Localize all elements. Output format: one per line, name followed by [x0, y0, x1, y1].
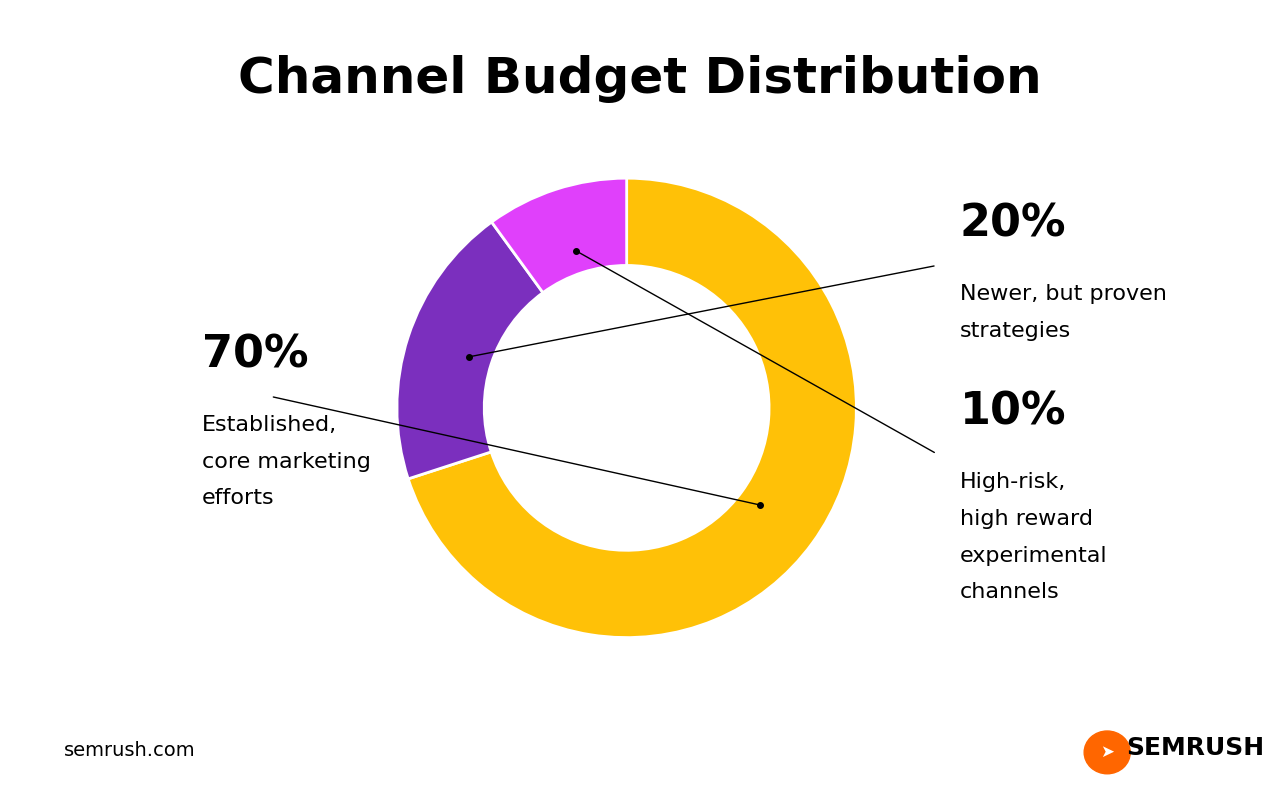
Text: Newer, but proven: Newer, but proven — [960, 284, 1166, 304]
Text: core marketing: core marketing — [202, 451, 371, 471]
Text: 70%: 70% — [202, 333, 308, 376]
Text: Established,: Established, — [202, 415, 337, 435]
Text: efforts: efforts — [202, 489, 274, 508]
Text: 20%: 20% — [960, 203, 1066, 246]
Text: ➤: ➤ — [1101, 744, 1114, 761]
Circle shape — [1084, 731, 1130, 774]
Text: strategies: strategies — [960, 321, 1071, 341]
Wedge shape — [397, 222, 543, 479]
Text: experimental: experimental — [960, 546, 1107, 565]
Text: high reward: high reward — [960, 509, 1093, 529]
Text: channels: channels — [960, 582, 1060, 603]
Wedge shape — [408, 178, 856, 638]
Text: SEMRUSH: SEMRUSH — [1126, 737, 1265, 760]
Text: semrush.com: semrush.com — [64, 741, 196, 760]
Wedge shape — [492, 178, 627, 293]
Text: Channel Budget Distribution: Channel Budget Distribution — [238, 55, 1042, 104]
Text: 10%: 10% — [960, 391, 1066, 434]
Text: High-risk,: High-risk, — [960, 472, 1066, 492]
